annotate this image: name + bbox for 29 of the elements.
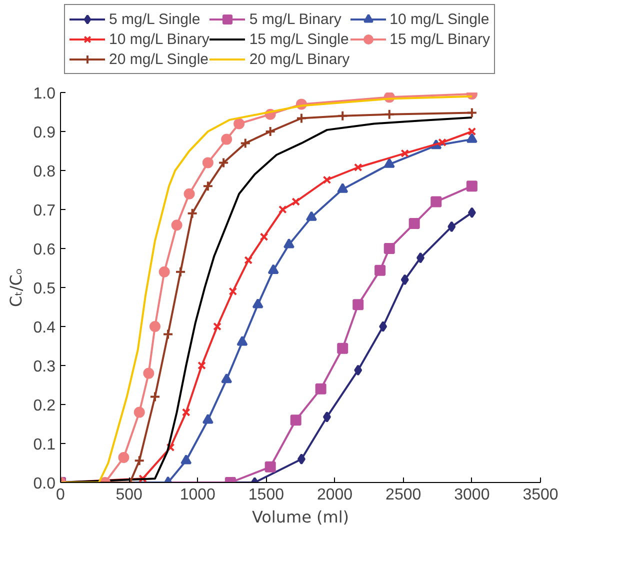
y-tick-label: 0.6 <box>33 242 56 258</box>
legend-label: 15 mg/L Single <box>249 30 349 48</box>
y-tick-label: 0.7 <box>33 202 56 220</box>
legend-label: 5 mg/L Single <box>109 10 200 28</box>
legend-label: 10 mg/L Binary <box>109 30 210 48</box>
y-tick-label: 0.9 <box>33 124 56 142</box>
x-tick-label: 2000 <box>316 486 353 504</box>
x-axis-title: Volume (ml) <box>252 508 350 526</box>
y-tick-label: 0.4 <box>33 320 56 336</box>
x-tick-label: 500 <box>116 486 143 504</box>
x-tick-label: 0 <box>56 486 66 504</box>
y-tick-label: 0.0 <box>33 476 56 492</box>
x-tick-label: 1500 <box>248 486 284 504</box>
x-tick-label: 3000 <box>454 486 490 504</box>
y-tick-label: 0.5 <box>33 280 56 298</box>
y-tick-label: 0.8 <box>33 164 56 180</box>
y-tick-label: 0.3 <box>33 358 56 376</box>
legend-label: 20 mg/L Binary <box>249 50 350 68</box>
y-axis-title: Cₜ/Cₒ <box>6 268 26 308</box>
legend-label: 20 mg/L Single <box>109 50 209 68</box>
x-tick-label: 2500 <box>386 486 422 504</box>
legend-label: 5 mg/L Binary <box>249 10 342 28</box>
y-tick-label: 0.1 <box>33 436 56 454</box>
legend-label: 15 mg/L Binary <box>390 30 490 48</box>
x-tick-label: 3500 <box>522 486 558 504</box>
y-tick-label: 0.2 <box>33 398 56 414</box>
legend-label: 10 mg/L Single <box>390 10 490 28</box>
y-tick-label: 1.0 <box>33 86 56 102</box>
x-tick-label: 1000 <box>180 486 216 504</box>
